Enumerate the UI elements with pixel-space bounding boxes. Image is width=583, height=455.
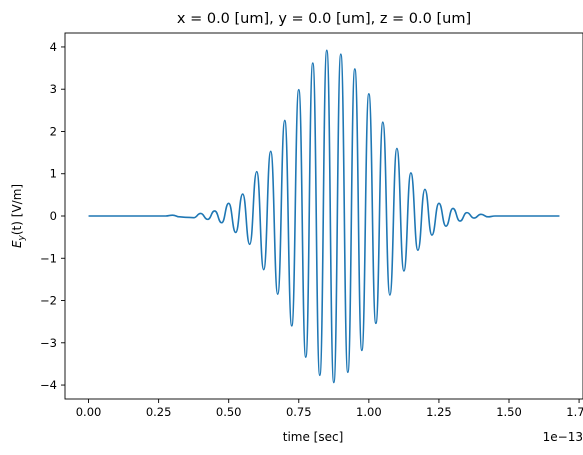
series-line (88, 49, 560, 384)
x-tick-label: 0.25 (146, 405, 172, 419)
chart-title: x = 0.0 [um], y = 0.0 [um], z = 0.0 [um] (177, 11, 471, 27)
y-tick-label: 4 (50, 40, 57, 54)
x-tick-label: 1.50 (496, 405, 522, 419)
y-axis-label-suffix: (t) [V/m] (10, 184, 24, 235)
x-tick-label: 1.75 (566, 405, 583, 419)
x-tick-label: 1.25 (426, 405, 452, 419)
plot-area (88, 49, 560, 384)
y-tick-label: 2 (50, 124, 57, 138)
y-axis-ticks: −4 −3 −2 −1 0 1 2 3 4 (40, 40, 65, 392)
y-tick-label: −2 (40, 294, 57, 308)
x-axis-ticks: 0.00 0.25 0.50 0.75 1.00 1.25 1.50 1.75 (76, 399, 583, 419)
y-axis-label-subscript: y (17, 234, 27, 241)
y-tick-label: −3 (40, 336, 57, 350)
x-tick-label: 0.75 (286, 405, 312, 419)
x-tick-label: 0.50 (216, 405, 242, 419)
y-tick-label: −4 (40, 378, 57, 392)
y-tick-label: 1 (50, 167, 57, 181)
y-tick-label: 3 (50, 82, 57, 96)
x-tick-label: 0.00 (76, 405, 102, 419)
y-axis-label-prefix: E (10, 240, 24, 248)
x-tick-label: 1.00 (356, 405, 382, 419)
x-axis-label: time [sec] (283, 430, 344, 444)
y-axis-label: Ey(t) [V/m] (10, 184, 27, 248)
x-axis-offset-text: 1e−13 (543, 430, 583, 444)
y-tick-label: 0 (50, 209, 57, 223)
y-tick-label: −1 (40, 251, 57, 265)
